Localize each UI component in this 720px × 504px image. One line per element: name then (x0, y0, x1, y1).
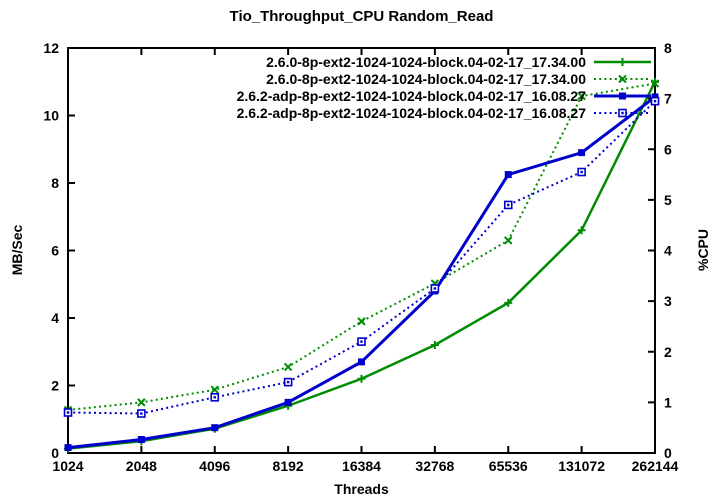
cross-marker (137, 398, 146, 407)
series-0 (64, 77, 659, 453)
x-tick-label: 1024 (52, 458, 83, 474)
legend-entry: 2.6.2-adp-8p-ext2-1024-1024-block.04-02-… (237, 105, 651, 121)
y-left-tick-label: 2 (51, 378, 59, 394)
y-right-tick-label: 1 (664, 394, 672, 410)
x-ticks: 1024 2048 4096 8192 16384 32768 65536 131072 262… (52, 48, 679, 474)
x-tick-label: 32768 (415, 458, 454, 474)
x-tick-label: 65536 (489, 458, 528, 474)
x-tick-label: 8192 (273, 458, 304, 474)
y-ticks-right: 0 1 2 3 4 5 6 7 8 (648, 40, 672, 461)
series-line (67, 95, 656, 450)
y-left-tick-label: 0 (51, 445, 59, 461)
series-3 (63, 96, 660, 418)
series-line (67, 81, 657, 450)
filled-square-marker (137, 436, 145, 443)
filled-square-marker (358, 358, 365, 366)
y-right-tick-label: 2 (664, 344, 672, 360)
chart-title: Tio_Throughput_CPU Random_Read (229, 8, 494, 25)
y-ticks-left: 0 2 4 6 8 10 12 (43, 40, 75, 461)
plus-marker (430, 341, 439, 349)
plus-marker (504, 298, 513, 307)
legend-label: 2.6.2-adp-8p-ext2-1024-1024-block.04-02-… (237, 105, 587, 121)
plus-marker (577, 226, 586, 235)
legend-label: 2.6.2-adp-8p-ext2-1024-1024-block.04-02-… (237, 88, 587, 104)
filled-square-marker (504, 171, 512, 179)
legend-entry: 2.6.0-8p-ext2-1024-1024-block.04-02-17_1… (266, 54, 651, 70)
y-right-tick-label: 8 (664, 40, 672, 56)
cross-marker (357, 317, 366, 326)
y-right-tick-label: 5 (664, 192, 672, 208)
plus-marker (618, 58, 627, 66)
legend-entry: 2.6.0-8p-ext2-1024-1024-block.04-02-17_1… (266, 71, 651, 87)
cross-marker (210, 385, 219, 394)
y-left-tick-label: 4 (51, 310, 59, 326)
cross-marker (618, 74, 627, 84)
series-2 (64, 93, 659, 452)
x-tick-label: 4096 (199, 458, 230, 474)
legend-label: 2.6.0-8p-ext2-1024-1024-block.04-02-17_1… (266, 71, 586, 87)
cross-marker (650, 79, 660, 88)
cross-marker (504, 236, 513, 245)
y-right-tick-label: 7 (664, 91, 672, 107)
y-right-tick-label: 4 (664, 243, 672, 259)
x-tick-label: 16384 (342, 458, 381, 474)
y-right-tick-label: 3 (664, 293, 672, 309)
x-tick-label: 262144 (632, 458, 679, 474)
filled-square-marker (619, 92, 626, 100)
plus-marker (357, 374, 366, 383)
filled-square-marker (64, 444, 72, 452)
x-tick-label: 2048 (126, 458, 157, 474)
filled-square-marker (578, 149, 586, 157)
legend-entry: 2.6.2-adp-8p-ext2-1024-1024-block.04-02-… (237, 88, 651, 104)
x-axis-label: Threads (334, 481, 389, 497)
y-left-tick-label: 6 (51, 243, 59, 259)
y-right-tick-label: 0 (664, 445, 672, 461)
cross-marker (283, 362, 293, 372)
filled-square-marker (284, 398, 292, 406)
legend-label: 2.6.0-8p-ext2-1024-1024-block.04-02-17_1… (266, 54, 586, 70)
x-tick-label: 131072 (558, 458, 605, 474)
y-right-tick-label: 6 (664, 141, 672, 157)
filled-square-marker (211, 424, 219, 432)
y-left-tick-label: 8 (51, 175, 59, 191)
cross-marker (577, 91, 586, 101)
y-left-tick-label: 12 (43, 40, 59, 56)
series-line (67, 100, 656, 415)
y-left-tick-label: 10 (43, 108, 59, 124)
legend: 2.6.0-8p-ext2-1024-1024-block.04-02-17_1… (237, 54, 651, 121)
